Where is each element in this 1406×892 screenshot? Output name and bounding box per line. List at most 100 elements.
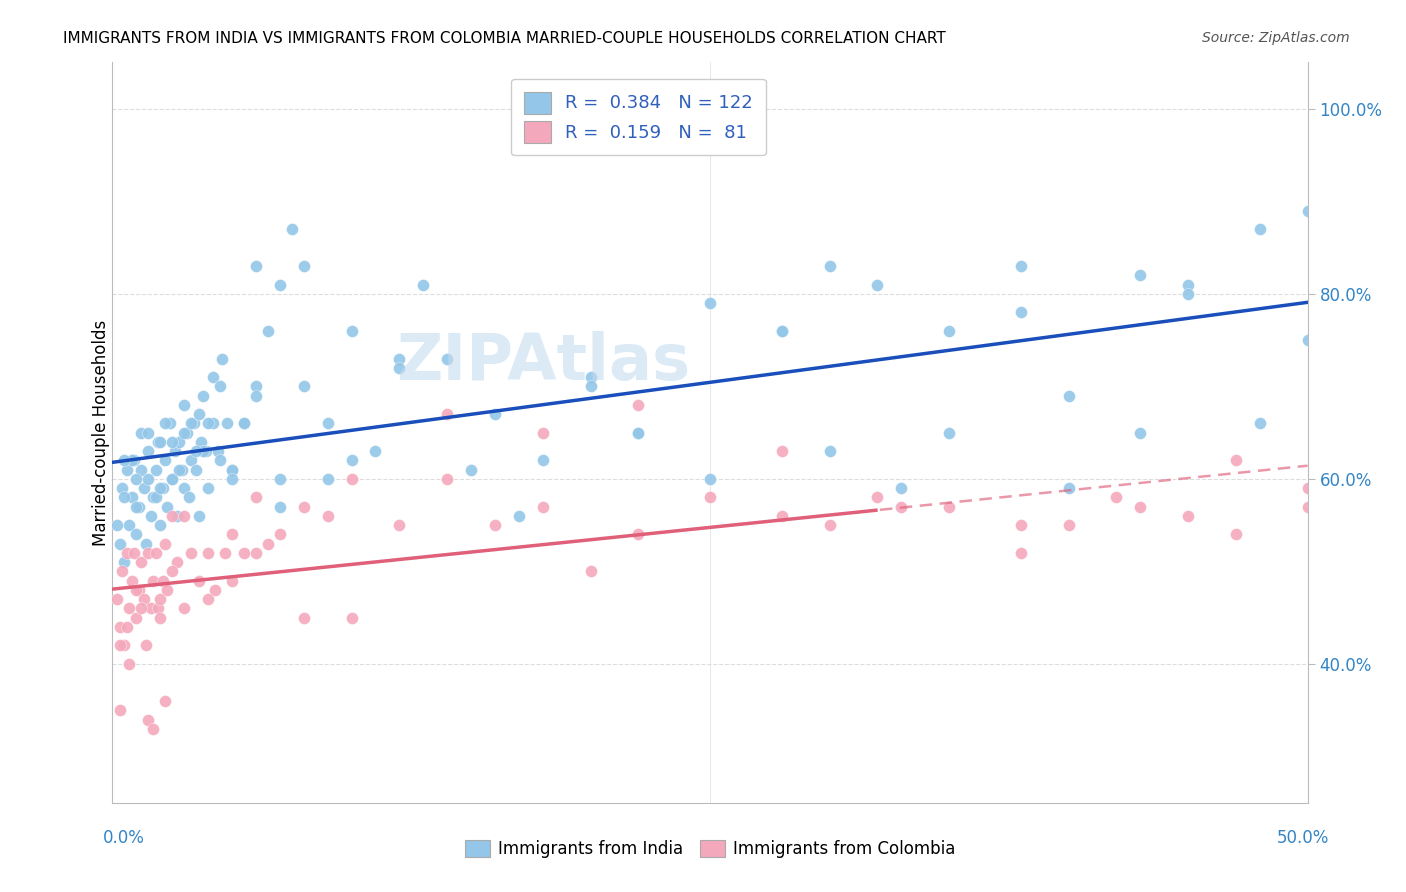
Point [129,462,152,476]
Point [579,370,602,384]
Point [245,546,267,560]
Point [221,574,243,588]
Point [193,389,215,403]
Point [818,444,841,458]
Point [340,453,363,467]
Point [190,434,212,449]
Point [245,491,267,505]
Point [111,481,134,495]
Point [269,500,291,514]
Point [194,444,217,458]
Point [162,508,183,523]
Point [166,555,188,569]
Point [412,277,434,292]
Point [142,574,165,588]
Point [149,481,172,495]
Point [118,601,141,615]
Point [257,324,280,338]
Point [699,491,721,505]
Point [187,508,209,523]
Point [173,425,195,440]
Point [114,491,135,505]
Point [269,472,291,486]
Point [114,639,135,653]
Point [204,582,226,597]
Point [1129,500,1152,514]
Point [162,472,183,486]
Point [149,518,172,533]
Point [142,491,165,505]
Point [233,417,256,431]
Point [173,481,195,495]
Point [186,444,208,458]
Point [245,389,267,403]
Text: Source: ZipAtlas.com: Source: ZipAtlas.com [1202,31,1350,45]
Point [138,425,160,440]
Point [152,574,174,588]
Point [180,546,202,560]
Point [388,518,411,533]
Point [153,417,176,431]
Point [187,574,209,588]
Point [1010,259,1032,273]
Point [316,417,339,431]
Point [163,444,186,458]
Point [1129,425,1152,440]
Point [201,370,224,384]
Point [146,601,169,615]
Point [233,417,256,431]
Point [193,444,215,458]
Point [436,472,458,486]
Point [531,500,554,514]
Point [627,527,650,541]
Point [156,500,179,514]
Point [169,434,191,449]
Point [1249,417,1271,431]
Point [153,694,176,708]
Point [209,379,232,393]
Point [162,434,183,449]
Point [269,527,291,541]
Point [292,379,315,393]
Point [138,472,160,486]
Point [153,453,176,467]
Text: IMMIGRANTS FROM INDIA VS IMMIGRANTS FROM COLOMBIA MARRIED-COUPLE HOUSEHOLDS CORR: IMMIGRANTS FROM INDIA VS IMMIGRANTS FROM… [63,31,946,46]
Point [197,417,219,431]
Point [217,417,239,431]
Point [201,417,224,431]
Point [122,546,145,560]
Point [1296,333,1319,347]
Point [340,610,363,624]
Point [316,472,339,486]
Point [699,296,721,310]
Point [125,582,148,597]
Point [1225,527,1247,541]
Point [1177,508,1199,523]
Point [105,592,128,607]
Point [153,536,176,550]
Point [1296,203,1319,218]
Point [818,518,841,533]
Point [1057,389,1080,403]
Point [1249,222,1271,236]
Point [460,462,482,476]
Point [221,462,243,476]
Text: ZIPAtlas: ZIPAtlas [395,331,690,393]
Point [173,508,195,523]
Point [1177,286,1199,301]
Point [180,417,202,431]
Point [186,462,208,476]
Point [108,639,131,653]
Point [938,425,960,440]
Point [364,444,387,458]
Point [531,425,554,440]
Point [125,472,148,486]
Point [627,425,650,440]
Point [257,536,280,550]
Point [938,500,960,514]
Point [183,417,205,431]
Point [139,508,162,523]
Point [866,277,889,292]
Point [121,453,143,467]
Point [166,508,188,523]
